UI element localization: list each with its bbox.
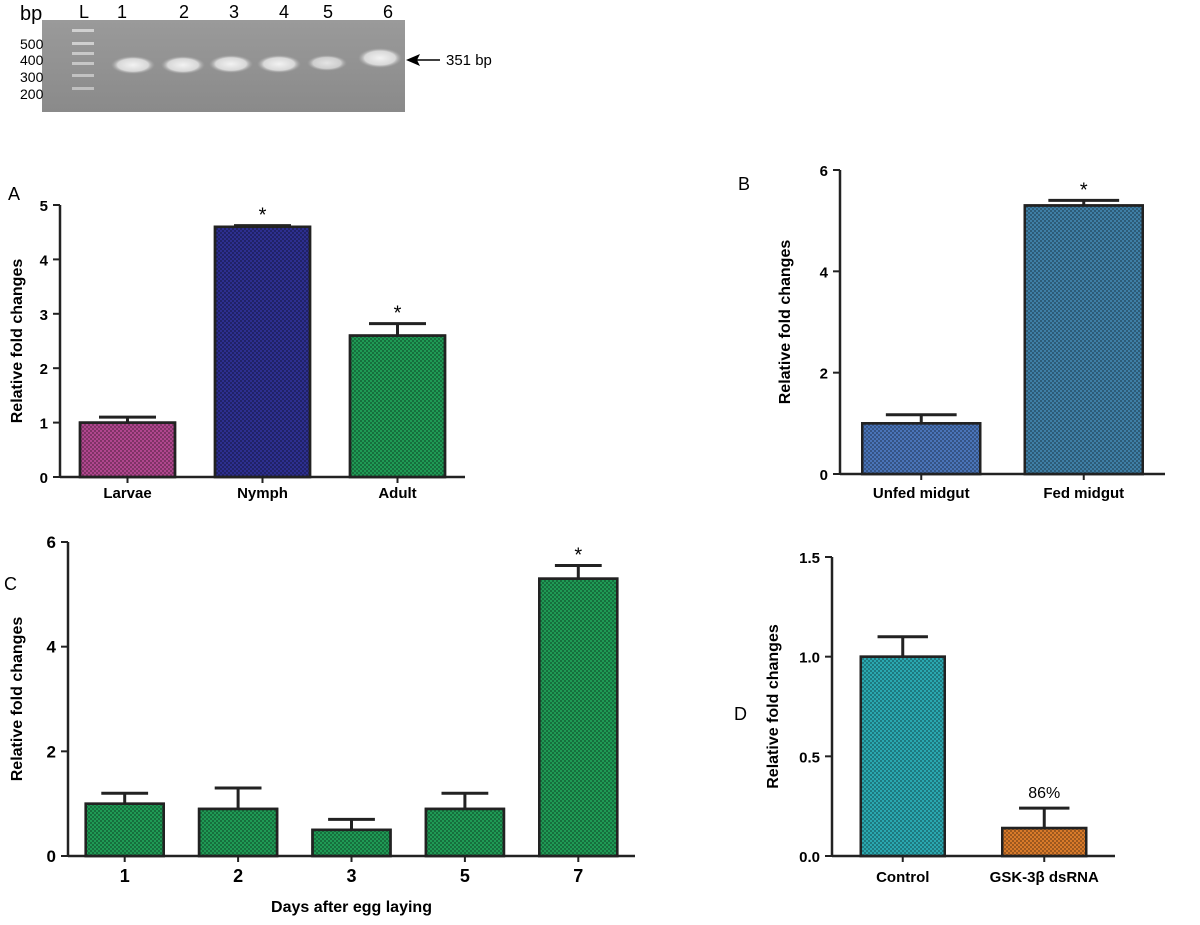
gel-lane-label: 3 <box>229 2 239 22</box>
x-category-label: Fed midgut <box>1043 485 1124 502</box>
x-category-label: Nymph <box>237 485 288 502</box>
percent-annotation: 86% <box>1028 785 1060 802</box>
panel-b-chart: B 0 2 4 6 Relative fold changes Unfed midgut * F… <box>738 163 1165 502</box>
bar-texture <box>84 802 165 858</box>
y-tick-label: 1.0 <box>799 650 820 667</box>
panel-a-chart: A 0 1 2 3 4 5 Relative fold changes Larvae * Nymph… <box>8 184 465 502</box>
significance-marker: * <box>1080 179 1088 201</box>
y-tick-label: 0 <box>40 470 48 487</box>
x-category-label: 1 <box>120 866 130 886</box>
y-tick-label: 2 <box>40 361 48 378</box>
gel-lane-label: 1 <box>117 2 127 22</box>
y-tick-label: 0.0 <box>799 849 820 866</box>
sample-band <box>358 48 402 68</box>
ladder-band <box>72 42 94 45</box>
sample-band <box>257 55 301 73</box>
x-axis-label: Days after egg laying <box>271 899 432 916</box>
panel-c-chart: C 0 2 4 6 Relative fold changes Days after egg… <box>4 533 635 916</box>
gel-marker-label: 400 <box>20 52 44 68</box>
x-category-label: Control <box>876 869 929 886</box>
gel-lane-label: 2 <box>179 2 189 22</box>
y-tick-label: 4 <box>40 252 49 269</box>
sample-band <box>161 56 205 74</box>
gel-lane-label: 5 <box>323 2 333 22</box>
gel-image: bp L 1 2 3 4 5 6 500 400 300 200 351 bp <box>20 2 492 112</box>
bar-texture <box>861 422 982 476</box>
bar-texture <box>859 655 946 858</box>
panel-letter: B <box>738 174 750 194</box>
x-category-label: GSK-3β dsRNA <box>990 869 1099 886</box>
bar-texture <box>538 577 619 858</box>
bar-texture <box>1023 204 1144 476</box>
x-category-label: Larvae <box>103 485 151 502</box>
ladder-band <box>72 29 94 32</box>
bar-texture <box>311 828 392 858</box>
x-category-label: 2 <box>233 866 243 886</box>
y-tick-label: 1 <box>40 416 48 433</box>
band-arrow-head-icon <box>406 54 420 66</box>
x-category-label: 7 <box>573 866 583 886</box>
gel-marker-label: 200 <box>20 86 44 102</box>
x-category-label: 5 <box>460 866 470 886</box>
y-axis-label: Relative fold changes <box>9 259 26 424</box>
bar-texture <box>348 334 447 479</box>
significance-marker: * <box>259 205 267 227</box>
y-axis-label: Relative fold changes <box>777 240 794 405</box>
ladder-band <box>72 87 94 90</box>
ladder-band <box>72 52 94 55</box>
y-tick-label: 0 <box>820 467 828 484</box>
bar-texture <box>197 807 279 858</box>
gel-marker-label: 500 <box>20 36 44 52</box>
y-tick-label: 3 <box>40 307 48 324</box>
ladder-band <box>72 74 94 77</box>
significance-marker: * <box>394 303 402 325</box>
significance-marker: * <box>574 545 582 567</box>
x-category-label: Adult <box>378 485 416 502</box>
panel-letter: C <box>4 574 17 594</box>
gel-ladder-label: L <box>79 2 89 22</box>
y-tick-label: 0.5 <box>799 749 820 766</box>
bar-texture <box>213 225 312 479</box>
y-axis-label: Relative fold changes <box>765 624 782 789</box>
sample-band <box>307 55 347 71</box>
panel-letter: A <box>8 184 20 204</box>
y-tick-label: 5 <box>40 198 48 215</box>
band-size-label: 351 bp <box>446 52 492 69</box>
y-tick-label: 4 <box>820 264 829 281</box>
gel-bp-label: bp <box>20 3 42 25</box>
bar-texture <box>424 807 506 858</box>
gel-lane-label: 4 <box>279 2 289 22</box>
y-tick-label: 1.5 <box>799 550 820 567</box>
y-tick-label: 2 <box>820 366 828 383</box>
gel-marker-label: 300 <box>20 69 44 85</box>
y-tick-label: 2 <box>47 742 56 761</box>
y-tick-label: 4 <box>47 638 57 657</box>
y-tick-label: 6 <box>47 533 56 552</box>
bar-texture <box>1001 826 1088 858</box>
sample-band <box>209 55 253 73</box>
panel-d-chart: D 0.0 0.5 1.0 1.5 Relative fold changes Contro… <box>734 550 1115 886</box>
x-category-label: 3 <box>346 866 356 886</box>
panel-letter: D <box>734 704 747 724</box>
sample-band <box>111 56 155 74</box>
y-axis-label: Relative fold changes <box>9 617 26 782</box>
gel-lane-label: 6 <box>383 2 393 22</box>
y-tick-label: 6 <box>820 163 828 180</box>
bar-texture <box>78 421 177 479</box>
ladder-band <box>72 62 94 65</box>
y-tick-label: 0 <box>47 847 56 866</box>
x-category-label: Unfed midgut <box>873 485 970 502</box>
